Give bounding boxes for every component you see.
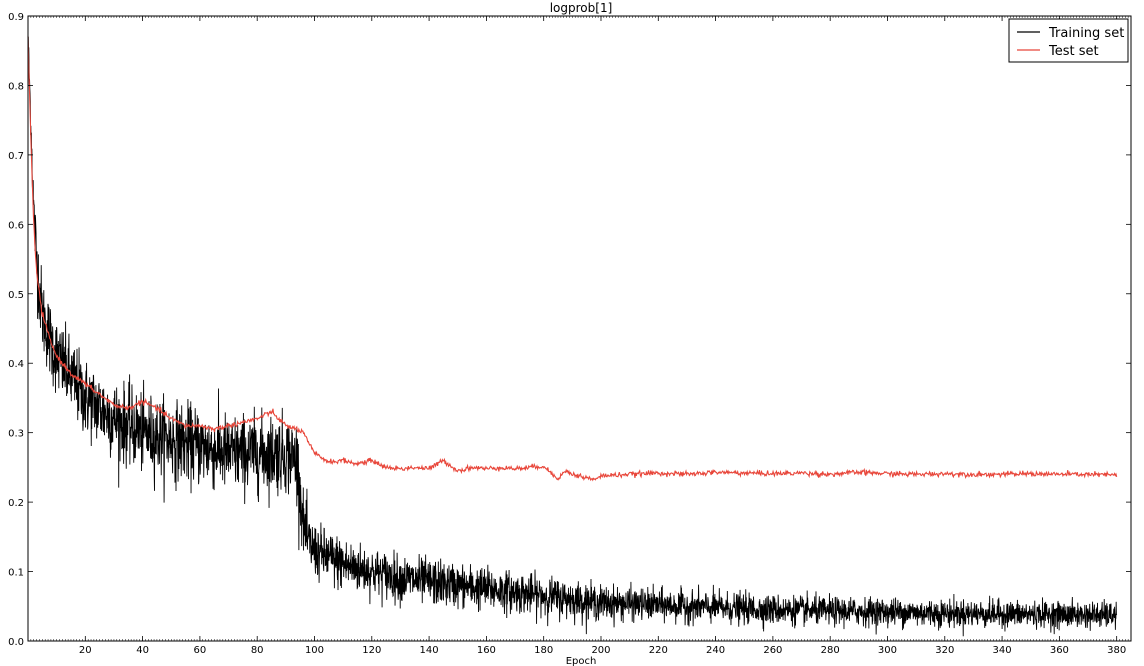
legend-box [1008, 18, 1129, 63]
y-tick-label: 0.1 [8, 568, 24, 579]
legend-label-test: Test set [1048, 44, 1099, 59]
x-tick-label: 380 [1107, 645, 1126, 656]
x-tick-label: 160 [477, 645, 496, 656]
y-tick-label: 0.0 [8, 637, 24, 648]
y-tick-label: 0.9 [8, 12, 24, 23]
x-tick-label: 80 [251, 645, 264, 656]
x-tick-label: 180 [534, 645, 553, 656]
x-tick-label: 360 [1050, 645, 1069, 656]
y-tick-label: 0.6 [8, 220, 24, 231]
x-tick-label: 260 [763, 645, 782, 656]
y-tick-label: 0.4 [8, 359, 24, 370]
legend-label-training: Training set [1048, 26, 1124, 41]
x-tick-label: 60 [194, 645, 207, 656]
series-line-training-set [27, 36, 1118, 637]
x-minor-ticks [30, 16, 1129, 641]
x-tick-label: 280 [821, 645, 840, 656]
y-tick-label: 0.5 [8, 290, 24, 301]
x-tick-label: 120 [362, 645, 381, 656]
y-tick-label: 0.7 [8, 151, 24, 162]
legend: Training set Test set [1008, 18, 1129, 63]
x-tick-label: 220 [649, 645, 668, 656]
series-line-test-set [27, 36, 1118, 482]
y-tick-label: 0.8 [8, 81, 24, 92]
x-tick-label: 40 [136, 645, 149, 656]
x-axis-label: Epoch [566, 656, 597, 666]
chart-title: logprob[1] [550, 1, 613, 15]
x-tick-label: 140 [420, 645, 439, 656]
plot-area [27, 36, 1118, 637]
x-tick-label: 100 [305, 645, 324, 656]
x-tick-label: 20 [79, 645, 92, 656]
x-tick-label: 240 [706, 645, 725, 656]
plot-frame [27, 15, 1132, 642]
axes: 20 40 60 80 100 120 140 160 180 200 220 240 260 280 30… [8, 12, 1132, 656]
y-tick-label: 0.3 [8, 429, 24, 440]
y-tick-label: 0.2 [8, 498, 24, 509]
x-tick-label: 340 [993, 645, 1012, 656]
x-tick-label: 200 [591, 645, 610, 656]
x-tick-label: 300 [878, 645, 897, 656]
x-tick-label: 320 [935, 645, 954, 656]
